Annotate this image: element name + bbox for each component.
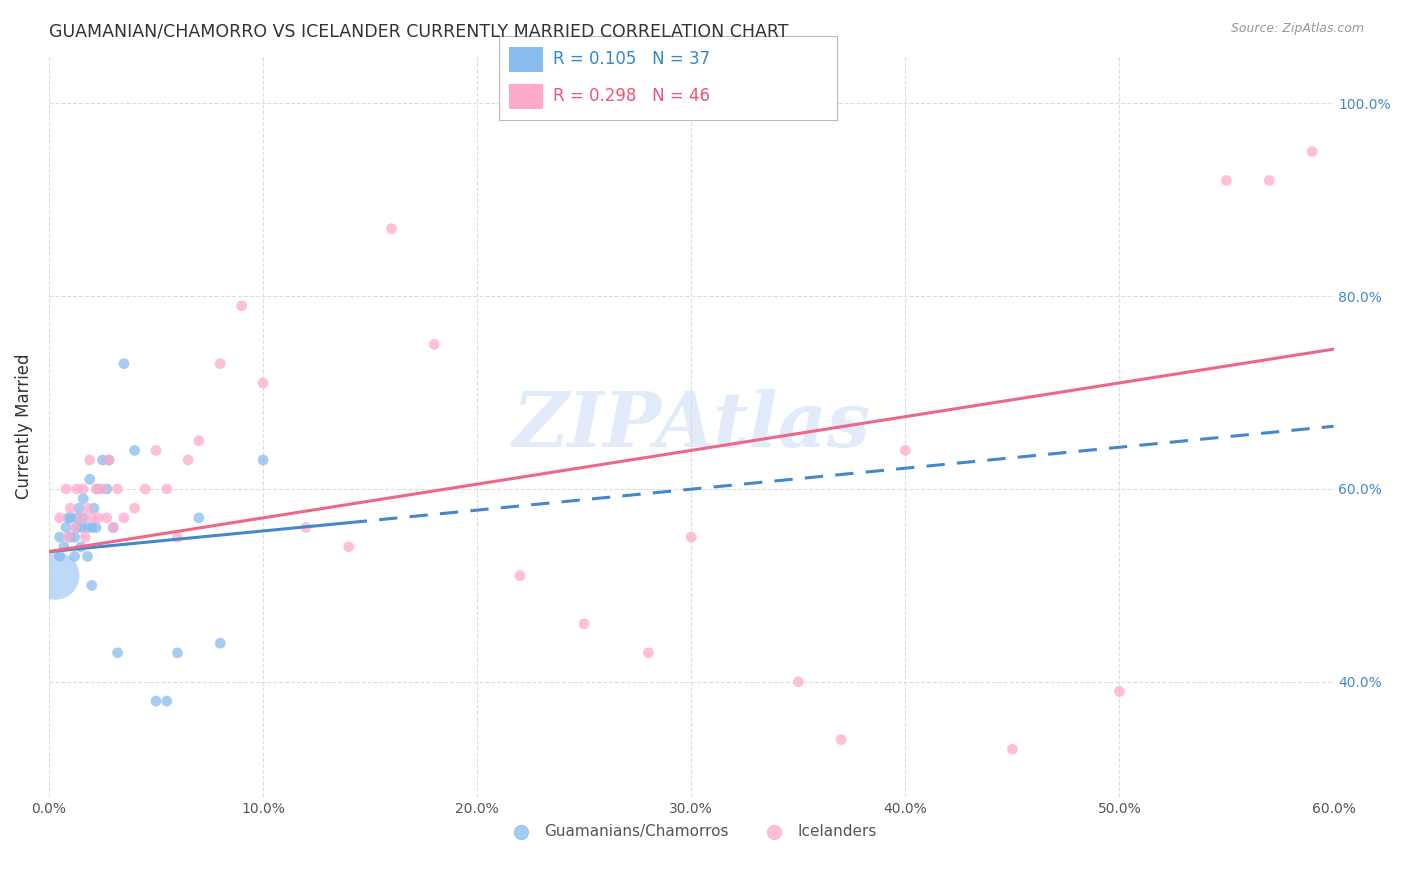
Point [80,578,103,592]
Point [66,482,89,496]
Point [681,530,703,544]
Point [156,694,179,708]
Point [574,616,596,631]
Point [91,453,114,467]
Point [187,434,209,448]
Point [1301,145,1323,159]
Point [156,482,179,496]
Point [423,337,446,351]
Point [509,568,531,582]
Point [96,511,118,525]
Point [124,443,146,458]
Point [80,520,103,534]
Point [66,520,89,534]
Point [75,530,97,544]
Point [76,501,98,516]
Point [87,511,110,525]
Point [97,453,120,467]
Point [337,540,360,554]
Point [209,357,232,371]
Point [134,482,156,496]
Point [112,511,135,525]
Bar [509,84,543,110]
Point [48,530,70,544]
Point [70,540,93,554]
Point [79,472,101,486]
Bar [509,46,543,72]
Point [76,520,98,534]
Point [124,501,146,516]
Point [70,511,93,525]
Text: Source: ZipAtlas.com: Source: ZipAtlas.com [1230,22,1364,36]
Point [87,482,110,496]
Point [231,299,253,313]
Point [107,482,129,496]
Point [107,646,129,660]
Point [59,511,82,525]
Text: GUAMANIAN/CHAMORRO VS ICELANDER CURRENTLY MARRIED CORRELATION CHART: GUAMANIAN/CHAMORRO VS ICELANDER CURRENTL… [49,22,789,40]
Point [91,482,114,496]
Point [55,482,77,496]
Point [145,694,167,708]
Point [1001,742,1024,756]
Point [48,549,70,564]
Point [177,453,200,467]
Point [166,646,188,660]
Point [63,530,86,544]
Point [380,221,402,235]
Text: ZIPAtlas: ZIPAtlas [512,389,870,463]
Point [67,501,90,516]
Point [80,511,103,525]
Point [830,732,852,747]
Point [58,530,80,544]
Point [103,520,125,534]
Point [79,453,101,467]
Point [83,501,105,516]
Point [72,491,94,506]
Point [166,530,188,544]
Point [59,530,82,544]
Point [52,540,75,554]
Point [787,674,810,689]
Point [112,357,135,371]
Point [252,453,274,467]
Point [103,520,125,534]
Text: R = 0.298   N = 46: R = 0.298 N = 46 [553,87,710,105]
Legend: Guamanians/Chamorros, Icelanders: Guamanians/Chamorros, Icelanders [499,818,883,846]
Point [58,511,80,525]
Point [59,501,82,516]
Point [63,520,86,534]
Text: R = 0.105   N = 37: R = 0.105 N = 37 [553,50,710,68]
Point [894,443,917,458]
Point [84,520,107,534]
Point [70,520,93,534]
Point [1108,684,1130,698]
Point [145,443,167,458]
Point [84,482,107,496]
Point [295,520,318,534]
Point [72,482,94,496]
Point [187,511,209,525]
Point [96,482,118,496]
Point [209,636,232,650]
Point [55,520,77,534]
Point [637,646,659,660]
Point [252,376,274,390]
Point [66,511,89,525]
Y-axis label: Currently Married: Currently Married [15,353,32,499]
Point [72,511,94,525]
Point [48,511,70,525]
Point [44,568,66,582]
Point [76,549,98,564]
Point [1215,173,1237,187]
Point [1258,173,1281,187]
Point [97,453,120,467]
Point [63,549,86,564]
